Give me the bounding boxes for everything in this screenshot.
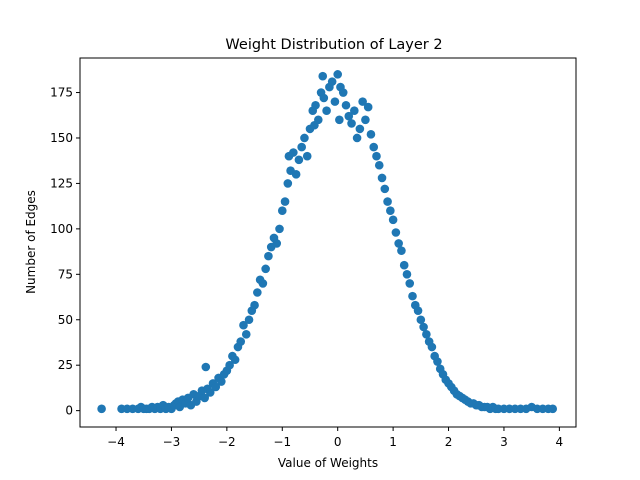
y-tick-label: 100	[50, 222, 73, 236]
x-tick-label: 1	[389, 435, 397, 449]
data-point	[427, 342, 437, 352]
y-tick-label: 175	[50, 86, 73, 100]
y-tick-label: 125	[50, 176, 73, 190]
data-point	[374, 160, 384, 170]
plot-frame	[79, 57, 577, 428]
data-point	[318, 71, 328, 81]
data-point	[335, 115, 344, 125]
y-tick-label: 150	[50, 131, 73, 145]
y-tick-label: 25	[58, 358, 73, 372]
data-point	[302, 151, 312, 161]
data-point	[283, 179, 293, 188]
data-point	[264, 251, 273, 261]
data-point	[291, 170, 301, 179]
data-point	[386, 206, 395, 215]
data-point	[548, 404, 558, 414]
data-point	[205, 388, 215, 397]
data-point	[289, 148, 298, 157]
data-point	[341, 100, 351, 110]
data-point	[350, 106, 359, 116]
data-point	[319, 93, 329, 103]
data-point	[413, 306, 423, 315]
chart-title: Weight Distribution of Layer 2	[225, 37, 442, 53]
data-point	[250, 300, 259, 310]
y-tick-label: 75	[58, 267, 73, 281]
x-tick-label: −3	[163, 435, 181, 449]
data-point	[377, 173, 387, 183]
data-point	[347, 119, 356, 128]
data-point	[225, 360, 234, 370]
data-point	[201, 362, 211, 372]
data-point	[416, 315, 426, 325]
data-point	[239, 320, 248, 330]
data-point	[277, 206, 287, 215]
data-point	[330, 97, 340, 106]
data-point	[230, 355, 240, 365]
x-tick-label: 2	[445, 435, 453, 449]
data-point	[261, 264, 270, 274]
y-tick-label: 50	[58, 313, 73, 327]
data-point	[422, 330, 431, 339]
data-point	[383, 197, 392, 206]
data-point	[297, 142, 306, 152]
x-ticks: −4 −3 −2 −1 0 1 2 3 4	[107, 427, 563, 449]
data-point	[399, 260, 409, 270]
x-tick-label: 4	[556, 435, 564, 449]
data-point	[200, 393, 209, 403]
data-point	[366, 130, 376, 139]
data-point	[272, 239, 282, 248]
data-point	[408, 291, 417, 301]
data-point	[372, 151, 381, 161]
data-point	[391, 228, 401, 237]
data-point	[258, 279, 268, 288]
data-point	[275, 224, 284, 234]
data-point	[397, 246, 406, 255]
points-layer	[97, 70, 558, 414]
data-point	[236, 337, 246, 346]
data-point	[380, 184, 390, 194]
y-ticks: 0 25 50 75 100 125 150 175	[50, 86, 80, 418]
data-point	[344, 111, 354, 121]
y-tick-label: 0	[65, 404, 73, 418]
data-point	[363, 102, 373, 112]
data-point	[333, 70, 343, 79]
x-tick-label: 0	[334, 435, 342, 449]
data-point	[294, 155, 304, 165]
data-point	[433, 357, 442, 366]
data-point	[352, 133, 362, 143]
data-point	[405, 279, 415, 288]
x-tick-label: 3	[500, 435, 508, 449]
data-point	[388, 215, 398, 225]
data-point	[419, 322, 428, 332]
x-axis-label: Value of Weights	[278, 456, 378, 470]
data-point	[211, 382, 221, 392]
data-point	[358, 97, 367, 106]
data-point	[97, 404, 106, 414]
data-point	[402, 270, 412, 279]
x-tick-label: −4	[107, 435, 125, 449]
data-point	[369, 142, 379, 152]
y-axis-label: Number of Edges	[24, 190, 38, 294]
data-point	[300, 133, 309, 143]
data-point	[241, 330, 251, 339]
data-point	[338, 88, 348, 97]
data-point	[394, 239, 403, 248]
data-point	[322, 106, 331, 116]
data-point	[361, 115, 370, 125]
data-point	[355, 124, 365, 134]
data-point	[253, 288, 262, 297]
data-point	[327, 77, 337, 86]
data-point	[244, 315, 254, 325]
data-point	[217, 377, 226, 386]
x-tick-label: −1	[273, 435, 291, 449]
data-point	[311, 100, 320, 110]
data-point	[280, 197, 290, 206]
x-tick-label: −2	[218, 435, 236, 449]
data-point	[314, 115, 323, 125]
